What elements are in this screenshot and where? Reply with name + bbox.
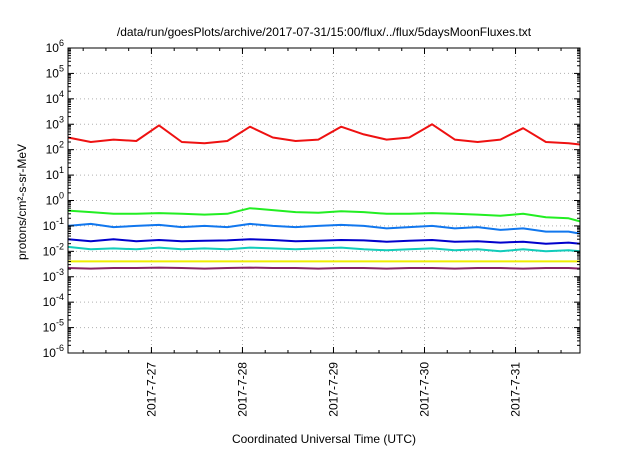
y-tick-label: 10-1 (43, 216, 64, 233)
y-tick-label: 10-4 (43, 292, 64, 309)
y-axis-label: protons/cm²-s-sr-MeV (15, 144, 29, 260)
series-line-1 (67, 123, 581, 146)
y-tick-label: 10-3 (43, 267, 64, 284)
y-tick-label: 101 (46, 165, 64, 182)
x-tick-label: 2017-7-30 (418, 362, 432, 417)
x-tick-label: 2017-7-27 (144, 362, 158, 417)
y-tick-label: 100 (46, 191, 64, 208)
y-tick-label: 102 (46, 140, 64, 157)
series-line-3 (67, 222, 581, 235)
y-tick-label: 105 (46, 63, 64, 80)
axes: 10-6 10-5 10-4 10-3 10-2 10-1 100 101 102 103 104 1… (43, 38, 580, 417)
series-line-5 (67, 245, 581, 253)
grid (68, 48, 580, 353)
x-axis-label: Coordinated Universal Time (UTC) (232, 432, 416, 446)
y-tick-label: 10-5 (43, 318, 64, 335)
series-line-4 (67, 238, 581, 245)
y-tick-label: 104 (46, 89, 64, 106)
x-tick-label: 2017-7-29 (326, 362, 340, 417)
y-tick-label: 103 (46, 114, 64, 131)
chart-title: /data/run/goesPlots/archive/2017-07-31/1… (117, 25, 532, 39)
y-tick-label: 106 (46, 38, 64, 55)
x-tick-label: 2017-7-28 (235, 362, 249, 417)
x-tick-label: 2017-7-31 (509, 362, 523, 417)
y-tick-label: 10-6 (43, 343, 64, 360)
series-line-7 (67, 266, 581, 270)
series-group (67, 123, 581, 270)
series-line-2 (67, 207, 581, 223)
y-tick-label: 10-2 (43, 241, 64, 258)
